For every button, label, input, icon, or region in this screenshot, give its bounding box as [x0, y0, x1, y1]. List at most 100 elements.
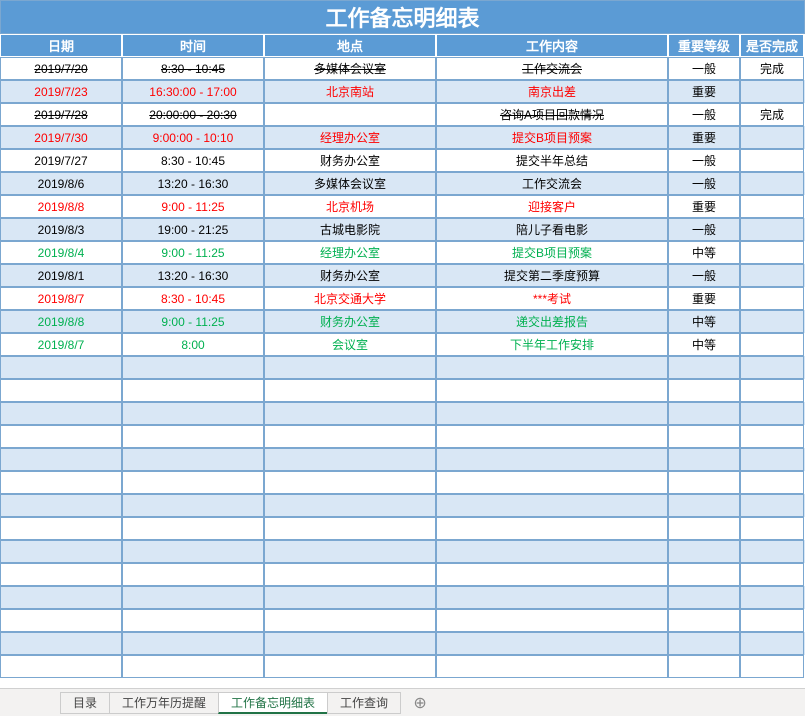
cell-empty[interactable]: [264, 586, 436, 609]
table-row-empty[interactable]: [0, 402, 805, 425]
cell-empty[interactable]: [264, 448, 436, 471]
table-row-empty[interactable]: [0, 563, 805, 586]
cell-level[interactable]: 重要: [668, 126, 740, 149]
sheet-tab[interactable]: 工作万年历提醒: [109, 692, 219, 714]
cell-empty[interactable]: [264, 517, 436, 540]
cell-done[interactable]: [740, 195, 804, 218]
cell-place[interactable]: 多媒体会议室: [264, 57, 436, 80]
cell-empty[interactable]: [668, 471, 740, 494]
cell-empty[interactable]: [122, 655, 264, 678]
cell-level[interactable]: 一般: [668, 149, 740, 172]
cell-empty[interactable]: [122, 517, 264, 540]
cell-empty[interactable]: [668, 540, 740, 563]
cell-place[interactable]: 北京交通大学: [264, 287, 436, 310]
cell-empty[interactable]: [122, 448, 264, 471]
cell-work[interactable]: 迎接客户: [436, 195, 668, 218]
cell-time[interactable]: 13:20 - 16:30: [122, 264, 264, 287]
cell-empty[interactable]: [668, 425, 740, 448]
cell-date[interactable]: 2019/7/30: [0, 126, 122, 149]
table-row-empty[interactable]: [0, 586, 805, 609]
table-row[interactable]: 2019/8/49:00 - 11:25经理办公室提交B项目预案中等: [0, 241, 805, 264]
table-row[interactable]: 2019/7/208:30 - 10:45多媒体会议室工作交流会一般完成: [0, 57, 805, 80]
cell-empty[interactable]: [668, 356, 740, 379]
cell-empty[interactable]: [668, 517, 740, 540]
cell-time[interactable]: 9:00 - 11:25: [122, 241, 264, 264]
cell-place[interactable]: 经理办公室: [264, 126, 436, 149]
cell-level[interactable]: 一般: [668, 57, 740, 80]
cell-empty[interactable]: [0, 609, 122, 632]
cell-date[interactable]: 2019/7/20: [0, 57, 122, 80]
cell-empty[interactable]: [0, 563, 122, 586]
cell-empty[interactable]: [436, 402, 668, 425]
table-row[interactable]: 2019/8/89:00 - 11:25北京机场迎接客户重要: [0, 195, 805, 218]
cell-empty[interactable]: [0, 448, 122, 471]
cell-date[interactable]: 2019/8/7: [0, 333, 122, 356]
cell-work[interactable]: 南京出差: [436, 80, 668, 103]
cell-empty[interactable]: [436, 379, 668, 402]
table-row-empty[interactable]: [0, 356, 805, 379]
cell-empty[interactable]: [740, 471, 804, 494]
sheet-tab[interactable]: 工作查询: [327, 692, 401, 714]
cell-empty[interactable]: [668, 632, 740, 655]
cell-date[interactable]: 2019/8/7: [0, 287, 122, 310]
cell-empty[interactable]: [264, 402, 436, 425]
cell-done[interactable]: [740, 172, 804, 195]
cell-empty[interactable]: [436, 655, 668, 678]
cell-date[interactable]: 2019/8/8: [0, 310, 122, 333]
cell-done[interactable]: [740, 241, 804, 264]
cell-work[interactable]: 提交B项目预案: [436, 126, 668, 149]
cell-empty[interactable]: [668, 655, 740, 678]
table-row-empty[interactable]: [0, 425, 805, 448]
cell-empty[interactable]: [122, 563, 264, 586]
cell-level[interactable]: 一般: [668, 103, 740, 126]
cell-empty[interactable]: [0, 471, 122, 494]
cell-level[interactable]: 一般: [668, 264, 740, 287]
cell-level[interactable]: 重要: [668, 287, 740, 310]
cell-empty[interactable]: [668, 402, 740, 425]
cell-level[interactable]: 一般: [668, 218, 740, 241]
cell-empty[interactable]: [122, 540, 264, 563]
cell-empty[interactable]: [264, 540, 436, 563]
add-sheet-button[interactable]: ⊕: [406, 693, 434, 713]
cell-empty[interactable]: [436, 632, 668, 655]
cell-level[interactable]: 重要: [668, 80, 740, 103]
cell-empty[interactable]: [740, 425, 804, 448]
cell-work[interactable]: ***考试: [436, 287, 668, 310]
cell-done[interactable]: [740, 126, 804, 149]
cell-level[interactable]: 中等: [668, 333, 740, 356]
cell-work[interactable]: 递交出差报告: [436, 310, 668, 333]
cell-empty[interactable]: [740, 448, 804, 471]
table-row[interactable]: 2019/7/2316:30:00 - 17:00北京南站南京出差重要: [0, 80, 805, 103]
cell-empty[interactable]: [122, 379, 264, 402]
cell-work[interactable]: 提交半年总结: [436, 149, 668, 172]
cell-empty[interactable]: [264, 425, 436, 448]
cell-level[interactable]: 一般: [668, 172, 740, 195]
cell-empty[interactable]: [264, 494, 436, 517]
table-row[interactable]: 2019/8/89:00 - 11:25财务办公室递交出差报告中等: [0, 310, 805, 333]
sheet-tab[interactable]: 目录: [60, 692, 110, 714]
cell-empty[interactable]: [740, 609, 804, 632]
table-row[interactable]: 2019/7/278:30 - 10:45财务办公室提交半年总结一般: [0, 149, 805, 172]
table-row-empty[interactable]: [0, 448, 805, 471]
cell-empty[interactable]: [264, 632, 436, 655]
cell-time[interactable]: 8:30 - 10:45: [122, 57, 264, 80]
cell-empty[interactable]: [0, 494, 122, 517]
table-row[interactable]: 2019/8/78:30 - 10:45北京交通大学***考试重要: [0, 287, 805, 310]
cell-time[interactable]: 9:00:00 - 10:10: [122, 126, 264, 149]
cell-date[interactable]: 2019/8/8: [0, 195, 122, 218]
table-row-empty[interactable]: [0, 379, 805, 402]
cell-time[interactable]: 13:20 - 16:30: [122, 172, 264, 195]
cell-empty[interactable]: [668, 379, 740, 402]
cell-empty[interactable]: [264, 655, 436, 678]
cell-done[interactable]: [740, 287, 804, 310]
cell-empty[interactable]: [0, 517, 122, 540]
table-row-empty[interactable]: [0, 517, 805, 540]
cell-empty[interactable]: [436, 609, 668, 632]
cell-empty[interactable]: [740, 402, 804, 425]
cell-place[interactable]: 经理办公室: [264, 241, 436, 264]
cell-time[interactable]: 16:30:00 - 17:00: [122, 80, 264, 103]
cell-time[interactable]: 9:00 - 11:25: [122, 310, 264, 333]
cell-work[interactable]: 工作交流会: [436, 172, 668, 195]
cell-done[interactable]: [740, 264, 804, 287]
cell-empty[interactable]: [0, 356, 122, 379]
